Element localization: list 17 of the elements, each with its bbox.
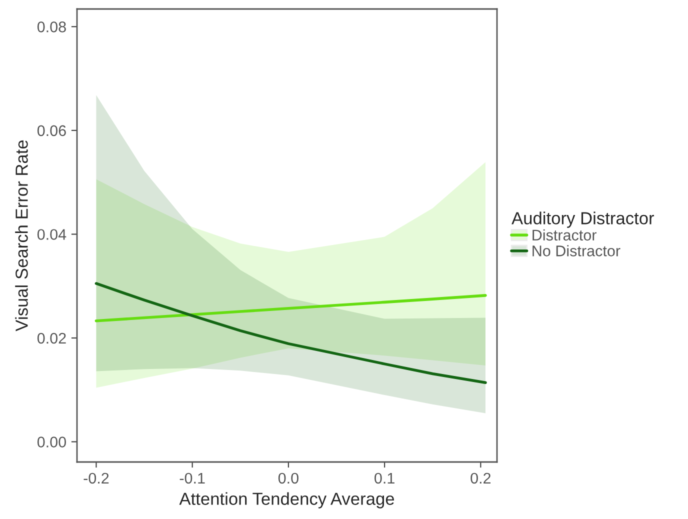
x-tick-label: -0.2 [84,472,109,484]
x-tick-label: 0.2 [470,472,491,484]
y-tick-label: 0.08 [37,22,66,32]
legend-title: Auditory Distractor [512,212,654,228]
x-tick-label: -0.1 [180,472,205,484]
y-tick-label: 0.00 [37,436,66,448]
legend-label: No Distractor [532,245,620,256]
line-series [94,294,487,322]
line-series [94,282,487,384]
y-axis-title: Visual Search Error Rate [15,140,28,332]
x-tick-label: 0.1 [374,472,394,484]
y-tick-label: 0.04 [37,229,66,240]
x-axis-title: Attention Tendency Average [179,492,394,508]
y-tick-label: 0.06 [37,125,66,136]
x-tick-label: 0.0 [278,472,298,484]
y-tick-label: 0.02 [37,332,66,344]
legend-label: Distractor [532,229,596,241]
